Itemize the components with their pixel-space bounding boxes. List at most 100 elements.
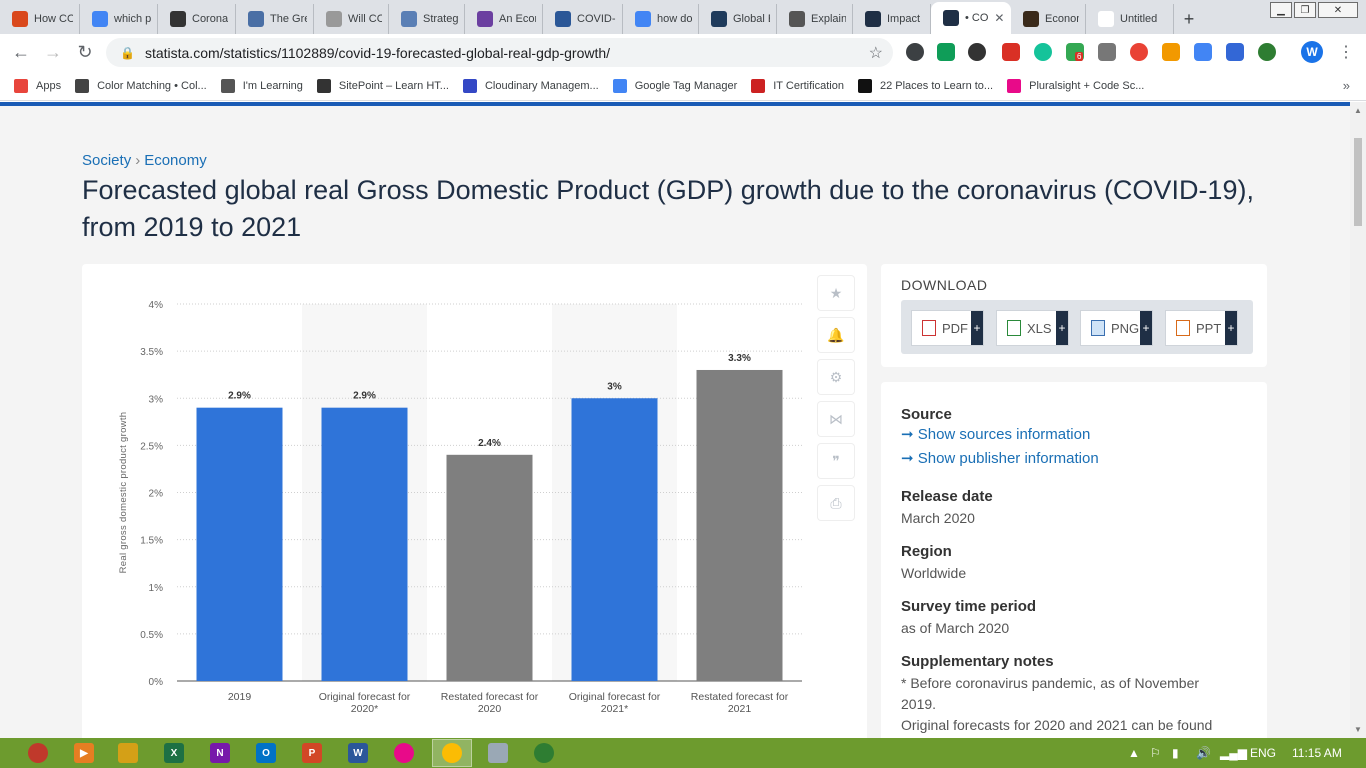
bookmark-star-icon[interactable]: ☆ (868, 44, 883, 62)
download-xls-button[interactable]: XLS + (996, 310, 1069, 346)
browser-tab[interactable]: How CO (0, 4, 80, 34)
browser-tab[interactable]: Impact (853, 4, 931, 34)
tab-title: Corona (192, 13, 229, 25)
browser-tab[interactable]: COVID- (543, 4, 623, 34)
battery-icon[interactable]: ▮ (1172, 746, 1179, 760)
extension-icon[interactable] (1098, 43, 1116, 61)
bookmark-item[interactable]: SitePoint – Learn HT... (316, 78, 449, 93)
tray-chevron-icon[interactable]: ▲ (1128, 746, 1140, 760)
restore-button[interactable]: ❐ (1294, 2, 1316, 18)
media-player-icon[interactable]: ▶ (74, 743, 94, 763)
extension-icon[interactable]: 6 (1066, 43, 1084, 61)
extension-icon[interactable] (1162, 43, 1180, 61)
browser-tab[interactable]: how do (623, 4, 699, 34)
tab-favicon-icon (248, 11, 264, 27)
browser-menu-icon[interactable]: ⋮ (1338, 44, 1354, 61)
download-pdf-button[interactable]: PDF + (911, 310, 984, 346)
browser-tab[interactable]: An Econ (465, 4, 543, 34)
start-icon[interactable] (28, 743, 48, 763)
extension-icon[interactable] (1130, 43, 1148, 61)
network-icon[interactable]: ⚐ (1150, 746, 1161, 760)
download-png-button[interactable]: PNG + (1080, 310, 1153, 346)
new-tab-button[interactable]: + (1183, 8, 1195, 29)
extension-icon[interactable] (968, 43, 986, 61)
network-app-icon[interactable] (534, 743, 554, 763)
x-tick-label: 2019 (228, 691, 252, 703)
scroll-up-icon[interactable]: ▲ (1354, 106, 1362, 115)
minimize-button[interactable]: ▁ (1270, 2, 1292, 18)
word-icon[interactable]: W (348, 743, 368, 763)
bookmark-item[interactable]: Cloudinary Managem... (462, 78, 599, 93)
browser-tab[interactable]: Corona (158, 4, 236, 34)
scrollbar-thumb[interactable] (1354, 138, 1362, 226)
chrome-icon[interactable] (442, 743, 462, 763)
settings-gear-icon[interactable]: ⚙ (818, 360, 854, 394)
volume-icon[interactable]: 🔊 (1196, 746, 1211, 760)
notepad-icon[interactable] (488, 743, 508, 763)
close-window-button[interactable]: ✕ (1318, 2, 1358, 18)
drive-icon[interactable] (937, 43, 955, 61)
favorite-star-icon[interactable]: ★ (818, 276, 854, 310)
file-explorer-icon[interactable] (118, 743, 138, 763)
show-publisher-link[interactable]: ➞ Show publisher information (901, 450, 1099, 467)
onenote-icon[interactable]: N (210, 743, 230, 763)
bookmark-item[interactable]: I'm Learning (220, 78, 303, 93)
browser-tab[interactable]: Explaine (777, 4, 853, 34)
browser-tab[interactable]: Econom (1011, 4, 1086, 34)
profile-avatar[interactable]: W (1301, 41, 1323, 63)
page-scrollbar[interactable]: ▲ ▼ (1350, 102, 1366, 738)
close-tab-icon[interactable]: ✕ (994, 11, 1005, 25)
bookmark-item[interactable]: Apps (14, 78, 61, 93)
scroll-down-icon[interactable]: ▼ (1354, 725, 1362, 734)
tab-title: Will CO (348, 13, 382, 25)
browser-tab[interactable]: which p (80, 4, 158, 34)
print-icon[interactable]: ⎙ (818, 486, 854, 520)
outlook-icon[interactable]: O (256, 743, 276, 763)
translate-icon[interactable] (1194, 43, 1212, 61)
extension-icon[interactable] (1226, 43, 1244, 61)
pluralsight-icon[interactable] (394, 743, 414, 763)
bar (696, 369, 783, 681)
url-input[interactable]: 🔒 statista.com/statistics/1102889/covid-… (106, 38, 893, 67)
speed-icon[interactable] (906, 43, 924, 61)
extension-icon[interactable] (1002, 43, 1020, 61)
download-ppt-button[interactable]: PPT + (1165, 310, 1238, 346)
bookmark-item[interactable]: 22 Places to Learn to... (857, 78, 993, 93)
browser-tab[interactable]: Untitled (1086, 4, 1174, 34)
back-button[interactable]: ← (12, 41, 30, 62)
browser-tab[interactable]: Strategi (389, 4, 465, 34)
browser-tab[interactable]: Global E (699, 4, 777, 34)
more-bookmarks-icon[interactable]: » (1342, 78, 1350, 93)
forward-button[interactable]: → (44, 41, 62, 62)
extension-icon[interactable] (1258, 43, 1276, 61)
excel-icon[interactable]: X (164, 743, 184, 763)
browser-tab[interactable]: • CO ✕ (931, 2, 1011, 34)
clock[interactable]: 11:15 AM (1292, 746, 1342, 760)
share-icon[interactable]: ⋈ (818, 402, 854, 436)
bookmark-item[interactable]: IT Certification (751, 78, 844, 93)
survey-period-value: as of March 2020 (901, 620, 1010, 636)
browser-tab[interactable]: Will CO (314, 4, 389, 34)
png-file-icon (1091, 320, 1105, 336)
bookmark-item[interactable]: Google Tag Manager (612, 78, 738, 93)
breadcrumb-society[interactable]: Society (82, 152, 132, 169)
download-buttons: PDF + XLS + PNG + PPT + (901, 300, 1253, 354)
notification-bell-icon[interactable]: 🔔 (818, 318, 854, 352)
supplementary-notes-heading: Supplementary notes (901, 653, 1054, 670)
plus-icon: + (1140, 311, 1152, 345)
tab-favicon-icon (635, 11, 651, 27)
wifi-icon[interactable]: ▂▄▆ (1220, 746, 1247, 760)
breadcrumb-economy[interactable]: Economy (144, 152, 207, 169)
reload-button[interactable]: ↻ (77, 41, 93, 62)
powerpoint-icon[interactable]: P (302, 743, 322, 763)
show-sources-link[interactable]: ➞ Show sources information (901, 426, 1091, 443)
quote-icon[interactable]: ❞ (818, 444, 854, 478)
language-indicator[interactable]: ENG (1250, 746, 1277, 760)
browser-tab[interactable]: The Gre (236, 4, 314, 34)
bookmark-item[interactable]: Pluralsight + Code Sc... (1007, 78, 1144, 93)
tab-title: which p (114, 13, 151, 25)
grammarly-icon[interactable] (1034, 43, 1052, 61)
bookmark-label: Google Tag Manager (634, 79, 738, 92)
bookmark-item[interactable]: Color Matching • Col... (75, 78, 207, 93)
download-pdf-label: PDF (942, 320, 968, 336)
